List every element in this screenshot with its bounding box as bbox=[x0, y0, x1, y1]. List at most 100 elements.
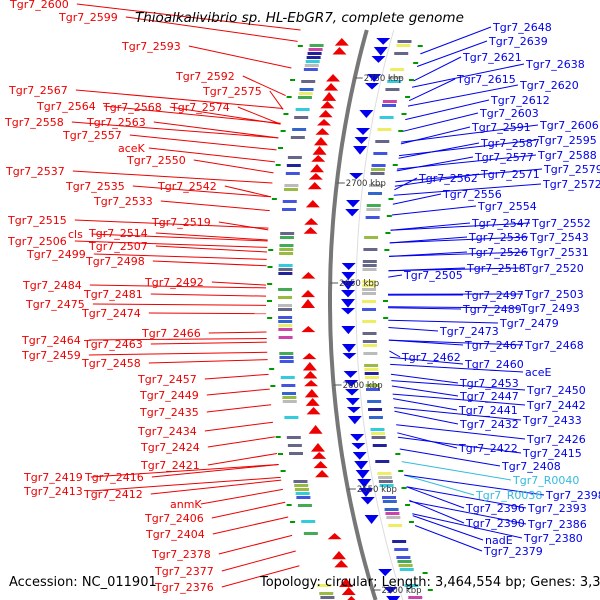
feature-bar bbox=[408, 596, 423, 599]
feature-bar bbox=[378, 476, 393, 479]
right-leader-line bbox=[398, 139, 537, 157]
left-leader-line bbox=[75, 89, 284, 109]
feature-bar bbox=[373, 152, 388, 155]
tick-mark bbox=[275, 436, 281, 438]
right-leader-line bbox=[392, 393, 526, 406]
feature-bar bbox=[279, 236, 294, 239]
left-leader-line bbox=[207, 436, 275, 448]
gene-label-reverse: Tgr7_2572 bbox=[542, 178, 600, 191]
forward-gene-arrow bbox=[303, 371, 318, 379]
feature-bar bbox=[370, 428, 385, 431]
accession-text: Accession: NC_011901 bbox=[9, 575, 157, 590]
gene-label-reverse: Tgr7_2606 bbox=[539, 119, 599, 132]
right-leader-line bbox=[409, 499, 465, 524]
topology-text: Topology: circular; Length: 3,464,554 bp… bbox=[260, 575, 600, 590]
right-leader-line bbox=[394, 173, 480, 187]
gene-label-forward: Tgr7_2484 bbox=[22, 279, 82, 292]
feature-bar bbox=[297, 504, 312, 507]
feature-bar bbox=[362, 292, 377, 295]
left-leader-line bbox=[93, 253, 267, 260]
feature-bar bbox=[278, 328, 293, 331]
tick-mark bbox=[269, 368, 275, 370]
feature-bar bbox=[281, 384, 296, 387]
feature-bar bbox=[305, 60, 320, 63]
tick-mark bbox=[268, 249, 274, 251]
feature-bar bbox=[278, 320, 293, 323]
right-leader-line bbox=[391, 205, 477, 216]
feature-bar bbox=[382, 104, 397, 107]
right-leader-line bbox=[397, 432, 458, 449]
right-leader-line bbox=[399, 448, 501, 467]
feature-bar bbox=[386, 516, 401, 519]
left-leader-line bbox=[88, 337, 267, 341]
forward-gene-arrow bbox=[306, 407, 321, 415]
feature-bar bbox=[294, 488, 309, 491]
feature-bar bbox=[368, 408, 383, 411]
feature-bar bbox=[372, 444, 387, 447]
feature-bar bbox=[368, 192, 383, 195]
right-leader-line bbox=[405, 99, 490, 121]
reverse-gene-arrow bbox=[383, 587, 398, 594]
feature-bar bbox=[296, 496, 311, 499]
feature-bar bbox=[279, 356, 294, 359]
feature-bar bbox=[282, 396, 297, 399]
feature-bar bbox=[298, 92, 313, 95]
gene-label-reverse: Tgr7_2638 bbox=[525, 58, 585, 71]
tick-mark bbox=[280, 470, 286, 472]
forward-gene-arrow bbox=[310, 443, 325, 452]
forward-gene-arrow bbox=[326, 74, 341, 82]
reverse-gene-arrow bbox=[354, 461, 369, 470]
gene-label-reverse: Tgr7_2552 bbox=[531, 217, 591, 230]
left-leader-line bbox=[211, 281, 267, 286]
feature-bar bbox=[367, 400, 382, 403]
feature-bar bbox=[278, 316, 293, 319]
gene-label-reverse: Tgr7_2612 bbox=[490, 94, 550, 107]
reverse-gene-arrow bbox=[365, 83, 380, 90]
feature-bar bbox=[301, 520, 316, 523]
feature-bar bbox=[375, 460, 390, 463]
feature-bar bbox=[319, 592, 334, 595]
feature-bar bbox=[304, 64, 319, 67]
feature-bar bbox=[299, 88, 314, 91]
feature-bar bbox=[303, 68, 318, 71]
feature-bar bbox=[370, 172, 385, 175]
feature-bar bbox=[290, 136, 305, 139]
gene-label-forward: Tgr7_2416 bbox=[84, 471, 144, 484]
feature-bar bbox=[287, 444, 302, 447]
feature-bar bbox=[362, 260, 377, 263]
gene-label-reverse: Tgr7_2595 bbox=[537, 134, 597, 147]
gene-label-reverse: Tgr7_2390 bbox=[465, 517, 525, 530]
gene-label-reverse: Tgr7_2639 bbox=[488, 35, 548, 48]
tick-mark bbox=[267, 266, 273, 268]
gene-label-forward: Tgr7_2563 bbox=[86, 116, 146, 129]
tick-mark bbox=[286, 504, 292, 506]
feature-bar bbox=[362, 268, 377, 271]
reverse-gene-arrow bbox=[360, 497, 375, 505]
left-leader-line bbox=[208, 331, 267, 334]
gene-label-reverse: Tgr7_2468 bbox=[524, 339, 584, 352]
left-leader-line bbox=[221, 550, 296, 572]
gene-label-forward: cls bbox=[68, 228, 83, 241]
gene-label-reverse: Tgr7_2422 bbox=[458, 442, 518, 455]
feature-bar bbox=[287, 156, 302, 159]
gene-label-forward: Tgr7_2592 bbox=[175, 70, 235, 83]
gene-label-forward: Tgr7_2466 bbox=[141, 327, 201, 340]
feature-bar bbox=[362, 308, 377, 311]
gene-label-forward: Tgr7_2435 bbox=[139, 406, 199, 419]
right-leader-line bbox=[392, 193, 442, 205]
gene-label-forward: Tgr7_2599 bbox=[58, 11, 118, 24]
gene-label-forward: Tgr7_2424 bbox=[140, 441, 200, 454]
gene-label-forward: Tgr7_2515 bbox=[7, 214, 67, 227]
forward-gene-arrow bbox=[305, 398, 320, 406]
forward-gene-arrow bbox=[301, 326, 316, 333]
left-leader-line bbox=[129, 134, 277, 151]
gene-label-forward: Tgr7_2475 bbox=[25, 298, 85, 311]
feature-bar bbox=[279, 248, 294, 251]
tick-mark bbox=[427, 589, 433, 591]
gene-label-forward: Tgr7_2506 bbox=[7, 235, 67, 248]
tick-mark bbox=[277, 453, 283, 455]
feature-bar bbox=[365, 384, 380, 387]
tick-mark bbox=[417, 45, 423, 47]
forward-gene-arrow bbox=[301, 272, 316, 279]
